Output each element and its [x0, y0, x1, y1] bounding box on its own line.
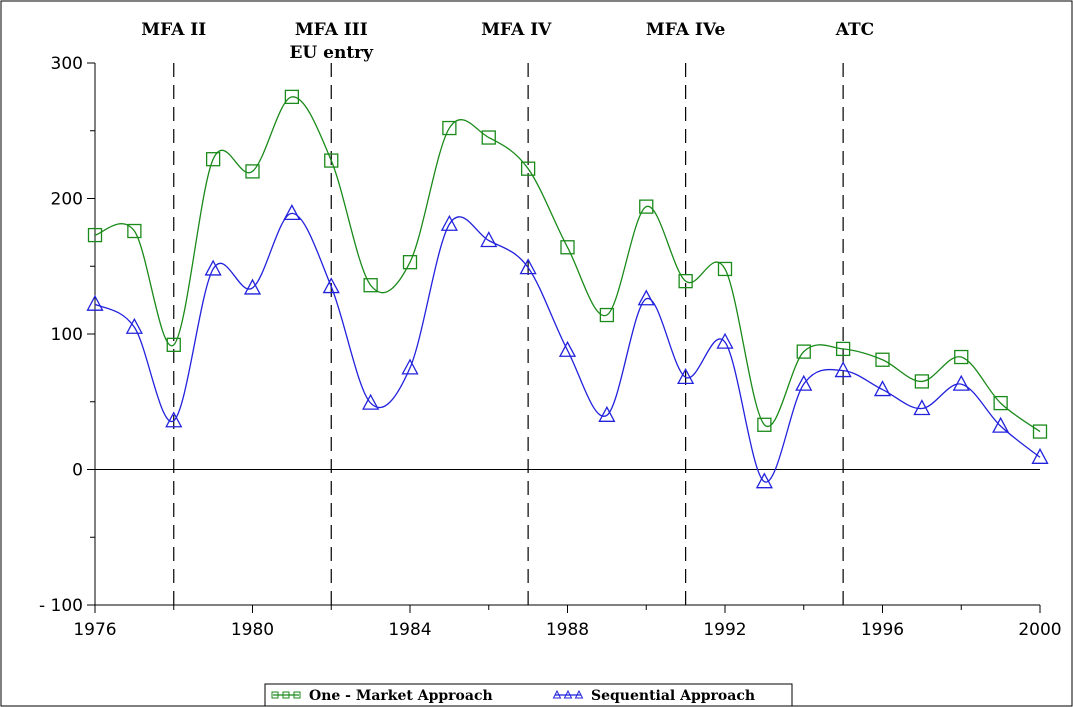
- data-point-square: [639, 199, 654, 214]
- phase-label: MFA IV: [481, 20, 552, 40]
- data-point-square: [87, 227, 103, 243]
- data-point-triangle: [401, 358, 419, 375]
- data-point-square: [835, 341, 851, 357]
- legend-marker-triangle: [552, 689, 562, 699]
- data-point-triangle: [283, 204, 301, 221]
- data-point-square: [599, 307, 615, 323]
- axes: - 100 0 100 200 300 1976 1980 1984 1988 1992 1996 2…: [39, 54, 1062, 640]
- legend-label: Sequential Approach: [591, 688, 755, 704]
- data-point-square: [442, 120, 457, 136]
- x-tick-label: 1980: [231, 620, 274, 640]
- data-point-triangle: [480, 231, 498, 248]
- data-point-triangle: [913, 399, 931, 416]
- legend-marker-triangle: [563, 689, 573, 699]
- x-tick-label: 1988: [546, 620, 589, 640]
- data-point-triangle: [755, 472, 773, 489]
- data-point-square: [796, 344, 811, 359]
- data-point-square: [245, 164, 260, 179]
- data-point-triangle: [716, 332, 734, 349]
- data-point-triangle: [322, 277, 340, 294]
- data-point-triangle: [637, 289, 655, 306]
- data-point-square: [166, 337, 181, 352]
- legend-box: [264, 683, 793, 707]
- phase-label: ATC: [835, 20, 874, 40]
- data-point-triangle: [834, 361, 852, 378]
- legend-label: One - Market Approach: [309, 688, 493, 704]
- data-point-triangle: [204, 259, 222, 276]
- data-point-square: [1032, 424, 1048, 439]
- data-point-triangle: [558, 340, 577, 357]
- data-point-triangle: [677, 367, 695, 385]
- x-tick-label: 2000: [1018, 620, 1061, 640]
- legend-marker-square: [271, 691, 279, 699]
- data-point-triangle: [440, 214, 458, 231]
- data-point-triangle: [952, 374, 970, 391]
- series-line-0: [94, 96, 1041, 433]
- data-point-square: [875, 352, 890, 367]
- data-point-triangle: [992, 416, 1010, 433]
- data-point-square: [363, 278, 378, 293]
- data-point-triangle: [125, 317, 143, 334]
- data-point-square: [324, 153, 339, 168]
- data-point-triangle: [873, 380, 892, 397]
- data-point-triangle: [795, 374, 813, 391]
- phase-sublabel: EU entry: [289, 43, 374, 63]
- data-point-square: [954, 349, 969, 365]
- phase-label: MFA III: [295, 20, 368, 40]
- data-point-square: [717, 261, 733, 277]
- phase-label: MFA II: [141, 20, 206, 40]
- data-point-square: [402, 255, 418, 270]
- data-point-square: [127, 223, 142, 239]
- data-point-triangle: [86, 294, 104, 311]
- legend: One - Market Approach Sequential Approach: [264, 683, 793, 707]
- x-tick-label: 1984: [388, 620, 431, 640]
- data-point-triangle: [519, 258, 537, 275]
- phase-label: MFA IVe: [646, 20, 726, 40]
- x-tick-label: 1996: [861, 620, 904, 640]
- x-tick-label: 1992: [703, 620, 746, 640]
- legend-marker-square: [282, 691, 290, 699]
- y-tick-label: 200: [51, 190, 83, 210]
- data-point-square: [205, 152, 221, 167]
- data-point-square: [678, 274, 693, 289]
- data-point-square: [993, 395, 1008, 411]
- data-point-square: [914, 374, 930, 389]
- data-point-triangle: [598, 405, 616, 422]
- legend-marker-triangle: [574, 689, 584, 699]
- data-point-triangle: [362, 393, 380, 410]
- series-layer: [86, 89, 1049, 489]
- y-tick-label: 300: [51, 54, 83, 74]
- data-point-triangle: [1031, 447, 1049, 464]
- data-point-square: [757, 417, 772, 432]
- y-tick-label: 100: [51, 325, 83, 345]
- y-tick-label: - 100: [39, 596, 83, 616]
- y-tick-label: 0: [72, 461, 83, 481]
- data-point-square: [560, 240, 575, 255]
- data-point-triangle: [243, 278, 262, 295]
- data-point-square: [481, 130, 496, 145]
- data-point-square: [284, 89, 300, 105]
- data-point-triangle: [165, 411, 183, 428]
- data-point-square: [520, 161, 536, 176]
- phase-markers: MFA II MFA III EU entry MFA IV MFA IVe ATC: [141, 20, 874, 605]
- x-tick-label: 1976: [73, 620, 116, 640]
- legend-marker-square: [293, 691, 301, 699]
